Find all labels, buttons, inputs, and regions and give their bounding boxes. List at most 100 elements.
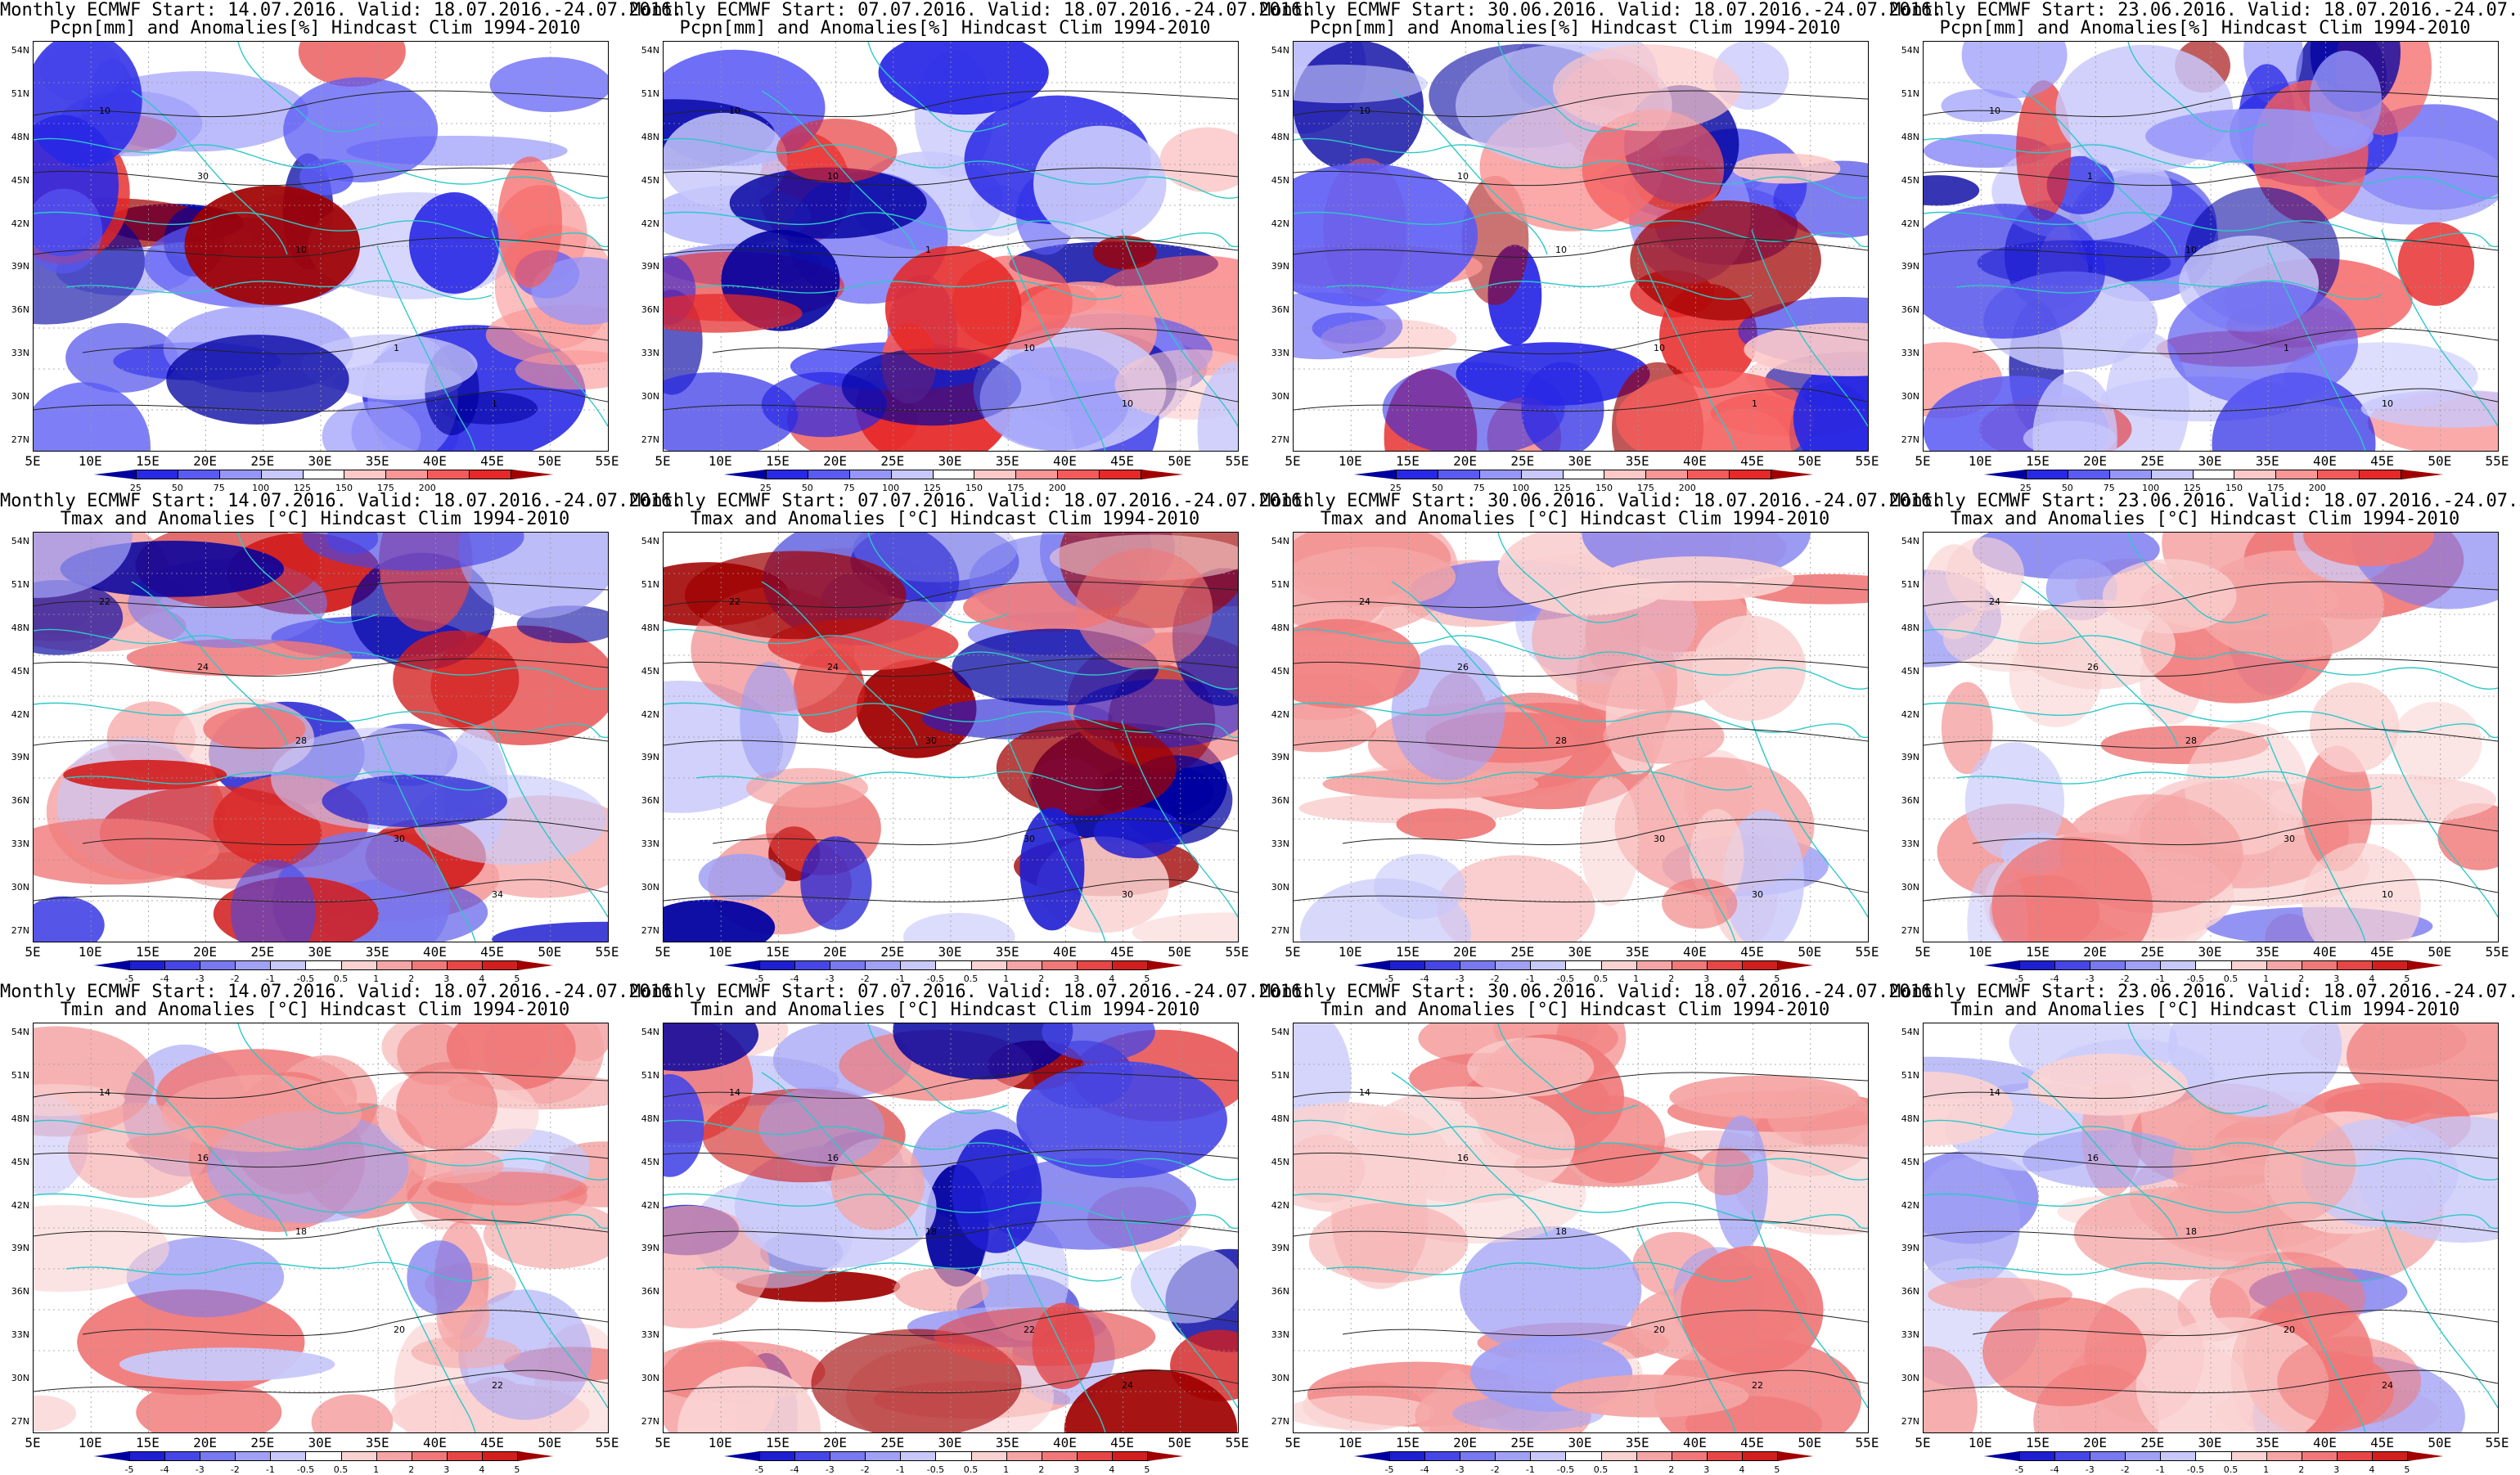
colorbar-label: 5 bbox=[2404, 1464, 2410, 1475]
panel-title: Monthly ECMWF Start: 23.06.2016. Valid: … bbox=[1890, 0, 2520, 20]
colorbar-swatch bbox=[260, 470, 304, 479]
contour-label: 22 bbox=[1024, 1324, 1035, 1335]
climatology-contour bbox=[34, 879, 608, 903]
forecast-map-panel: Monthly ECMWF Start: 14.07.2016. Valid: … bbox=[0, 982, 682, 1475]
anomaly-region bbox=[1374, 853, 1465, 920]
latitude-label: 42N bbox=[641, 708, 659, 720]
coastline bbox=[1294, 211, 1868, 248]
contour-label: 10 bbox=[1457, 171, 1469, 182]
contour-label: 30 bbox=[197, 171, 209, 182]
anomaly-region bbox=[1793, 358, 1868, 451]
climatology-contour bbox=[1294, 581, 1868, 609]
contour-label: 18 bbox=[295, 1226, 307, 1237]
colorbar-label: -1 bbox=[1525, 1464, 1535, 1475]
colorbar-label: 2 bbox=[1668, 974, 1675, 984]
longitude-label: 45E bbox=[480, 1435, 505, 1450]
longitude-label: 25E bbox=[1510, 453, 1535, 469]
anomaly-region bbox=[489, 56, 608, 112]
coastline bbox=[867, 42, 1008, 133]
contour-label: 1 bbox=[1752, 398, 1757, 409]
anomaly-region bbox=[1294, 292, 1403, 360]
longitude-label: 25E bbox=[880, 1435, 905, 1450]
colorbar-label: 200 bbox=[1678, 483, 1696, 493]
longitude-label: 50E bbox=[538, 944, 562, 960]
coastline bbox=[1751, 1211, 1868, 1409]
climatology-contour bbox=[1294, 167, 1868, 187]
longitude-label: 50E bbox=[538, 453, 562, 469]
longitude-label: 40E bbox=[1052, 1435, 1077, 1450]
anomaly-region bbox=[34, 382, 151, 451]
anomaly-region bbox=[1603, 708, 1725, 764]
longitude-label: 5E bbox=[25, 1435, 41, 1450]
coastline bbox=[491, 229, 608, 427]
climatology-contour bbox=[1972, 819, 2498, 846]
latitude-label: 45N bbox=[1271, 174, 1289, 186]
colorbar-swatch bbox=[446, 1451, 483, 1461]
anomaly-region bbox=[830, 1138, 925, 1230]
coastline bbox=[237, 42, 378, 133]
latitude-label: 36N bbox=[11, 795, 29, 807]
anomaly-region bbox=[2397, 222, 2475, 306]
coastline bbox=[2381, 720, 2498, 918]
forecast-map-panel: Monthly ECMWF Start: 30.06.2016. Valid: … bbox=[1260, 982, 1942, 1475]
colorbar-label: 1 bbox=[1003, 974, 1010, 984]
colorbar-swatch bbox=[1565, 960, 1602, 970]
latitude-label: 48N bbox=[1271, 1113, 1289, 1124]
anomaly-region bbox=[322, 774, 507, 828]
anomaly-region bbox=[515, 350, 608, 390]
colorbar-label: -3 bbox=[825, 974, 835, 984]
longitude-label: 45E bbox=[1740, 944, 1765, 960]
colorbar-label: 150 bbox=[1595, 483, 1613, 493]
colorbar-label: 200 bbox=[1048, 483, 1066, 493]
anomaly-region bbox=[311, 1394, 394, 1432]
colorbar-swatch bbox=[2025, 470, 2068, 479]
colorbar-swatch bbox=[1076, 1451, 1113, 1461]
colorbar-label: -5 bbox=[124, 974, 134, 984]
colorbar-swatch bbox=[2195, 1451, 2232, 1461]
anomaly-region bbox=[1766, 1086, 1868, 1147]
climatology-contour bbox=[664, 581, 1238, 609]
latitude-label: 33N bbox=[11, 348, 29, 359]
colorbar-swatch bbox=[1562, 470, 1605, 479]
anomaly-field: 14 16 18 20 24 bbox=[1924, 1023, 2498, 1432]
colorbar-label: 75 bbox=[1473, 483, 1485, 493]
colorbar-swatch bbox=[302, 470, 345, 479]
colorbar-label: 200 bbox=[418, 483, 436, 493]
forecast-map-panel: Monthly ECMWF Start: 23.06.2016. Valid: … bbox=[1890, 982, 2520, 1475]
colorbar-swatch bbox=[1395, 470, 1438, 479]
latitude-label: 39N bbox=[11, 752, 29, 763]
colorbar-swatch bbox=[1984, 960, 2021, 970]
latitude-label: 39N bbox=[641, 752, 659, 763]
longitude-label: 20E bbox=[193, 453, 218, 469]
climatology-contour bbox=[34, 1219, 608, 1240]
climatology-contour bbox=[1924, 1072, 2498, 1100]
latitude-label: 54N bbox=[641, 1027, 659, 1037]
panel-title: Monthly ECMWF Start: 23.06.2016. Valid: … bbox=[1890, 491, 2520, 511]
longitude-label: 30E bbox=[2198, 1435, 2222, 1450]
forecast-map-panel: Monthly ECMWF Start: 23.06.2016. Valid: … bbox=[1890, 491, 2520, 985]
coastline bbox=[695, 1261, 1123, 1282]
longitude-label: 15E bbox=[135, 1435, 160, 1450]
anomaly-region bbox=[126, 639, 353, 677]
colorbar-swatch bbox=[2150, 470, 2194, 479]
panel-subtitle: Pcpn[mm] and Anomalies[%] Hindcast Clim … bbox=[679, 18, 1211, 38]
colorbar-swatch bbox=[1600, 960, 1637, 970]
coastline bbox=[1955, 280, 2383, 300]
colorbar-swatch bbox=[830, 960, 866, 970]
colorbar-swatch bbox=[1600, 1451, 1637, 1461]
anomaly-region bbox=[1019, 807, 1085, 931]
anomaly-region bbox=[1698, 1147, 1754, 1196]
climatology-contour bbox=[82, 819, 608, 846]
anomaly-region bbox=[1924, 1158, 2021, 1288]
colorbar-label: 1 bbox=[1633, 1464, 1640, 1475]
anomaly-map: 14 16 18 22 24 bbox=[663, 1023, 1239, 1433]
contour-label: 14 bbox=[99, 1087, 110, 1098]
anomaly-region bbox=[664, 1074, 704, 1177]
anomaly-region bbox=[1924, 1346, 1978, 1432]
contour-label: 10 bbox=[2382, 398, 2393, 409]
latitude-label: 30N bbox=[11, 391, 29, 402]
colorbar-label: -0.5 bbox=[926, 1464, 945, 1475]
climatology-contour bbox=[34, 388, 608, 412]
latitude-label: 39N bbox=[1901, 1243, 1919, 1254]
anomaly-region bbox=[2391, 701, 2482, 785]
